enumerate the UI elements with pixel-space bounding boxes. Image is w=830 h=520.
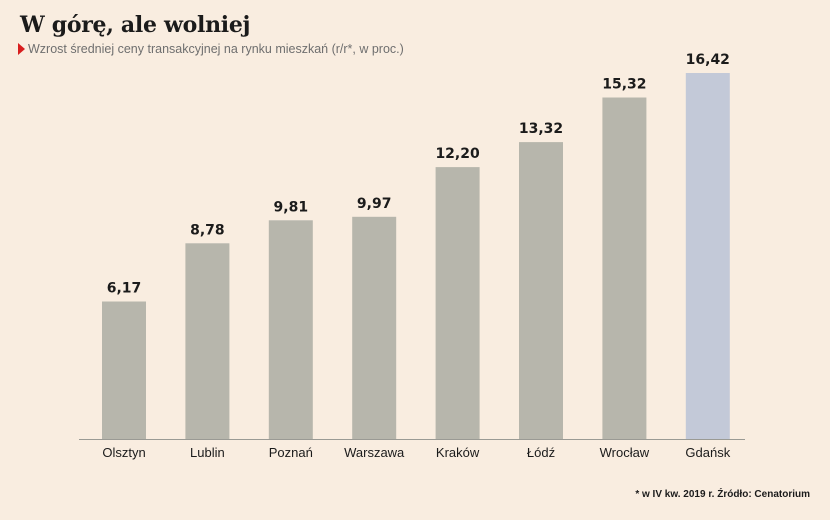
category-label-kraków: Kraków <box>436 445 480 460</box>
chart-subtitle: Wzrost średniej ceny transakcyjnej na ry… <box>18 42 404 56</box>
bar-poznań <box>268 220 313 439</box>
category-label-gdańsk: Gdańsk <box>685 445 730 460</box>
chart-title: W górę, ale wolniej <box>20 12 251 38</box>
value-label-lublin: 8,78 <box>190 222 225 238</box>
category-label-poznań: Poznań <box>269 445 313 460</box>
bar-łódź <box>519 142 563 439</box>
value-label-poznań: 9,81 <box>274 199 309 215</box>
value-label-gdańsk: 16,42 <box>686 52 730 68</box>
subtitle-text: Wzrost średniej ceny transakcyjnej na ry… <box>28 42 404 56</box>
bar-gdańsk <box>685 73 730 439</box>
category-label-lublin: Lublin <box>190 445 225 460</box>
red-triangle-icon <box>18 43 25 55</box>
bar-olsztyn <box>102 301 146 439</box>
bar-wrocław <box>602 97 647 439</box>
category-label-wrocław: Wrocław <box>600 445 650 460</box>
category-label-warszawa: Warszawa <box>344 445 405 460</box>
bar-lublin <box>185 243 230 439</box>
bar-kraków <box>435 167 480 439</box>
bar-warszawa <box>352 216 397 439</box>
value-label-kraków: 12,20 <box>435 146 480 162</box>
category-label-łódź: Łódź <box>527 445 555 460</box>
footnote: * w IV kw. 2019 r. Źródło: Cenatorium <box>635 489 810 500</box>
value-label-łódź: 13,32 <box>519 121 563 137</box>
value-label-wrocław: 15,32 <box>602 77 646 93</box>
category-label-olsztyn: Olsztyn <box>102 445 145 460</box>
value-label-olsztyn: 6,17 <box>107 281 142 297</box>
value-label-warszawa: 9,97 <box>357 196 392 212</box>
